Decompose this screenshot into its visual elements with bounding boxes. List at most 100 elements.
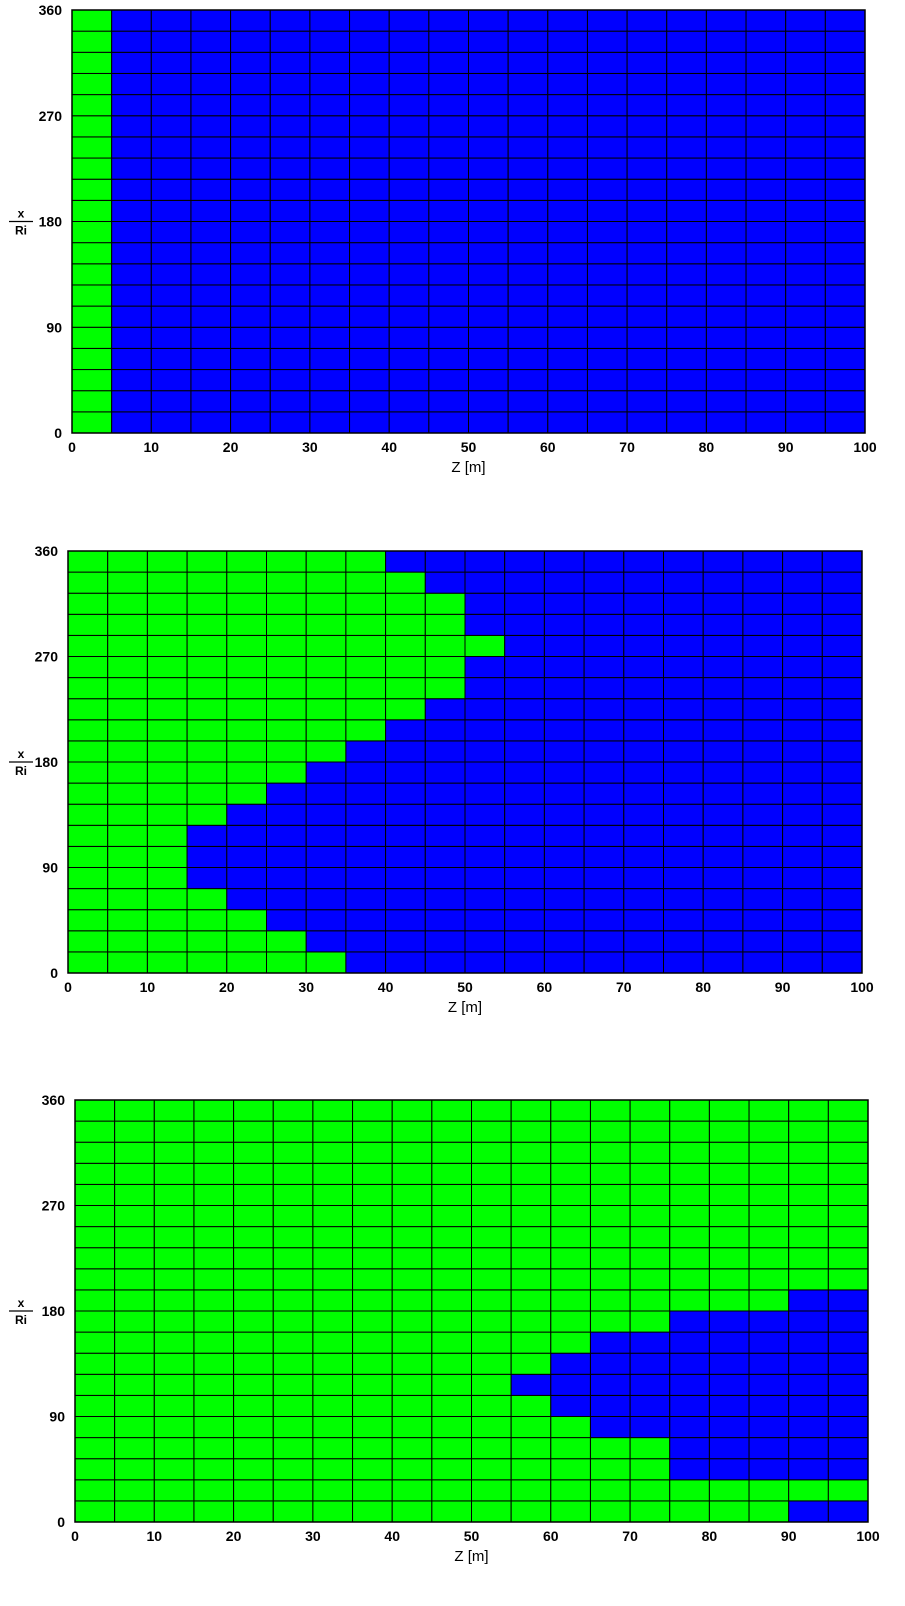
cell-green	[312, 1141, 354, 1164]
cell-blue	[507, 305, 549, 328]
cell-blue	[708, 1394, 750, 1418]
cell-green	[272, 1120, 314, 1143]
cell-blue	[428, 390, 470, 413]
cell-green	[153, 1373, 195, 1396]
cell-blue	[349, 242, 390, 265]
cell-blue	[388, 9, 430, 32]
cell-blue	[782, 550, 823, 573]
cell-blue	[702, 909, 744, 932]
x-tick-label: 50	[457, 979, 473, 995]
cell-blue	[626, 51, 668, 74]
cell-green	[352, 1479, 393, 1502]
cell-green	[153, 1458, 195, 1481]
cell-blue	[230, 136, 271, 159]
cell-blue	[150, 242, 192, 265]
cell-green	[114, 1373, 155, 1396]
cell-green	[114, 1183, 155, 1207]
cell-green	[71, 115, 113, 138]
cell-blue	[543, 951, 585, 974]
cell-blue	[623, 845, 664, 869]
cell-blue	[385, 782, 426, 805]
cell-green	[708, 1205, 750, 1228]
cell-green	[107, 677, 148, 700]
cell-blue	[424, 740, 466, 763]
cell-blue	[666, 221, 707, 244]
cell-blue	[550, 1373, 591, 1396]
cell-blue	[626, 30, 668, 53]
cell-blue	[305, 845, 347, 869]
cell-green	[708, 1247, 750, 1270]
cell-blue	[190, 369, 232, 392]
cell-green	[67, 951, 109, 974]
plot-border	[67, 550, 863, 974]
cell-blue	[623, 782, 664, 805]
cell-blue	[230, 9, 271, 32]
cell-blue	[468, 199, 509, 223]
cell-blue	[821, 571, 863, 594]
cell-green	[708, 1183, 750, 1207]
cell-green	[385, 613, 426, 636]
cell-blue	[424, 867, 466, 890]
cell-blue	[543, 845, 585, 869]
cell-green	[71, 263, 113, 286]
cell-blue	[190, 263, 232, 286]
cell-green	[193, 1183, 235, 1207]
cell-green	[193, 1437, 235, 1460]
cell-green	[107, 867, 148, 890]
cell-green	[827, 1226, 869, 1249]
cell-blue	[464, 740, 506, 763]
cell-green	[550, 1458, 591, 1481]
cell-green	[431, 1226, 473, 1249]
cell-blue	[586, 30, 628, 53]
y-axis-label-numerator: x	[18, 747, 25, 761]
cell-blue	[666, 94, 707, 117]
x-tick-label: 100	[850, 979, 874, 995]
cell-blue	[821, 761, 863, 784]
cell-blue	[150, 347, 192, 371]
cell-green	[107, 719, 148, 742]
cell-blue	[788, 1416, 829, 1439]
cell-green	[510, 1416, 552, 1439]
cell-green	[74, 1437, 116, 1460]
cell-green	[193, 1458, 235, 1481]
cell-green	[391, 1331, 433, 1354]
cell-green	[431, 1183, 473, 1207]
cell-green	[748, 1289, 790, 1312]
cell-blue	[663, 761, 704, 784]
cell-blue	[827, 1458, 869, 1481]
cell-blue	[623, 888, 664, 911]
cell-blue	[388, 115, 430, 138]
cell-blue	[785, 411, 826, 434]
cell-blue	[309, 51, 351, 74]
cell-green	[71, 72, 113, 96]
x-tick-label: 60	[543, 1528, 559, 1544]
cell-blue	[507, 369, 549, 392]
x-tick-label: 90	[778, 439, 794, 455]
cell-blue	[626, 242, 668, 265]
cell-green	[266, 930, 307, 953]
cell-blue	[269, 390, 311, 413]
cell-green	[67, 930, 109, 953]
cell-blue	[626, 199, 668, 223]
cell-green	[233, 1394, 274, 1418]
cell-blue	[702, 613, 744, 636]
cell-blue	[345, 782, 387, 805]
cell-blue	[269, 157, 311, 180]
cell-green	[107, 698, 148, 721]
cell-green	[67, 719, 109, 742]
cell-blue	[186, 824, 228, 847]
cell-green	[312, 1373, 354, 1396]
cell-green	[107, 656, 148, 679]
cell-green	[471, 1205, 512, 1228]
cell-blue	[782, 613, 823, 636]
cell-blue	[385, 824, 426, 847]
cell-blue	[748, 1416, 790, 1439]
cell-blue	[824, 94, 866, 117]
cell-blue	[266, 888, 307, 911]
cell-green	[827, 1141, 869, 1164]
cell-green	[391, 1162, 433, 1185]
y-tick-label: 360	[35, 543, 59, 559]
cell-blue	[742, 677, 784, 700]
cell-green	[226, 719, 268, 742]
cell-green	[589, 1226, 631, 1249]
